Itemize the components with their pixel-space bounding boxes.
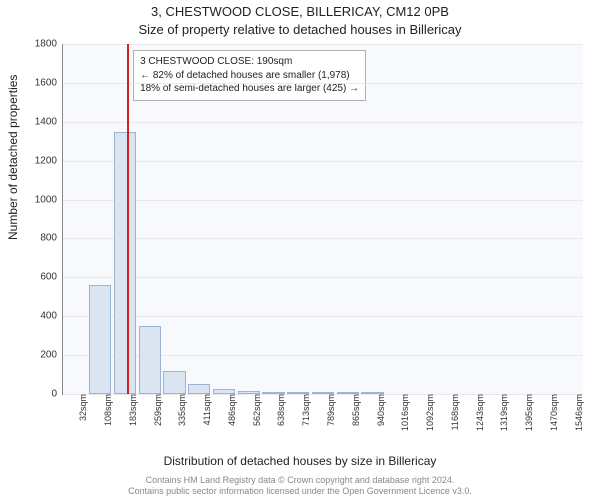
x-tick-label: 1395sqm	[520, 394, 534, 431]
y-tick-label: 1200	[35, 155, 63, 166]
x-tick-label: 789sqm	[322, 394, 336, 426]
y-tick-label: 1000	[35, 194, 63, 205]
footer-line1: Contains HM Land Registry data © Crown c…	[0, 475, 600, 487]
x-tick-label: 411sqm	[198, 394, 212, 425]
y-tick-label: 400	[40, 311, 63, 322]
x-axis-label: Distribution of detached houses by size …	[0, 454, 600, 468]
y-tick-label: 1800	[35, 39, 63, 50]
y-tick-label: 600	[40, 272, 63, 283]
x-tick-label: 1092sqm	[421, 394, 435, 431]
gridline	[63, 161, 583, 162]
gridline	[63, 316, 583, 317]
x-tick-label: 713sqm	[297, 394, 311, 426]
gridline	[63, 83, 583, 84]
gridline	[63, 122, 583, 123]
histogram-bar	[139, 326, 161, 394]
y-tick-label: 0	[51, 389, 63, 400]
histogram-bar	[163, 371, 185, 394]
x-tick-label: 562sqm	[248, 394, 262, 426]
x-tick-label: 108sqm	[99, 394, 113, 426]
gridline	[63, 238, 583, 239]
annotation-line2: ← 82% of detached houses are smaller (1,…	[140, 69, 359, 83]
histogram-bar	[114, 132, 136, 395]
histogram-bar	[188, 384, 210, 394]
gridline	[63, 44, 583, 45]
x-tick-label: 335sqm	[173, 394, 187, 426]
property-marker-line	[127, 44, 129, 394]
x-tick-label: 486sqm	[223, 394, 237, 426]
histogram-plot: 3 CHESTWOOD CLOSE: 190sqm ← 82% of detac…	[62, 44, 583, 395]
y-axis-label: Number of detached properties	[6, 75, 20, 240]
footer-line2: Contains public sector information licen…	[0, 486, 600, 498]
x-tick-label: 183sqm	[124, 394, 138, 426]
x-tick-label: 259sqm	[149, 394, 163, 426]
x-tick-label: 1243sqm	[471, 394, 485, 431]
x-tick-label: 940sqm	[372, 394, 386, 426]
histogram-bar	[89, 285, 111, 394]
gridline	[63, 277, 583, 278]
x-tick-label: 32sqm	[74, 394, 88, 421]
y-tick-label: 800	[40, 233, 63, 244]
footer-attribution: Contains HM Land Registry data © Crown c…	[0, 475, 600, 498]
page-title-line2: Size of property relative to detached ho…	[0, 22, 600, 37]
y-tick-label: 1600	[35, 77, 63, 88]
x-tick-label: 1016sqm	[396, 394, 410, 431]
annotation-line3: 18% of semi-detached houses are larger (…	[140, 82, 359, 96]
gridline	[63, 200, 583, 201]
annotation-line1: 3 CHESTWOOD CLOSE: 190sqm	[140, 55, 359, 69]
x-tick-label: 865sqm	[347, 394, 361, 426]
x-tick-label: 1546sqm	[570, 394, 584, 431]
x-tick-label: 1470sqm	[545, 394, 559, 431]
x-tick-label: 1168sqm	[446, 394, 460, 430]
x-tick-label: 1319sqm	[495, 394, 509, 431]
property-annotation-box: 3 CHESTWOOD CLOSE: 190sqm ← 82% of detac…	[133, 50, 366, 101]
page-title-line1: 3, CHESTWOOD CLOSE, BILLERICAY, CM12 0PB	[0, 4, 600, 19]
x-tick-label: 638sqm	[272, 394, 286, 426]
y-tick-label: 1400	[35, 116, 63, 127]
y-tick-label: 200	[40, 350, 63, 361]
